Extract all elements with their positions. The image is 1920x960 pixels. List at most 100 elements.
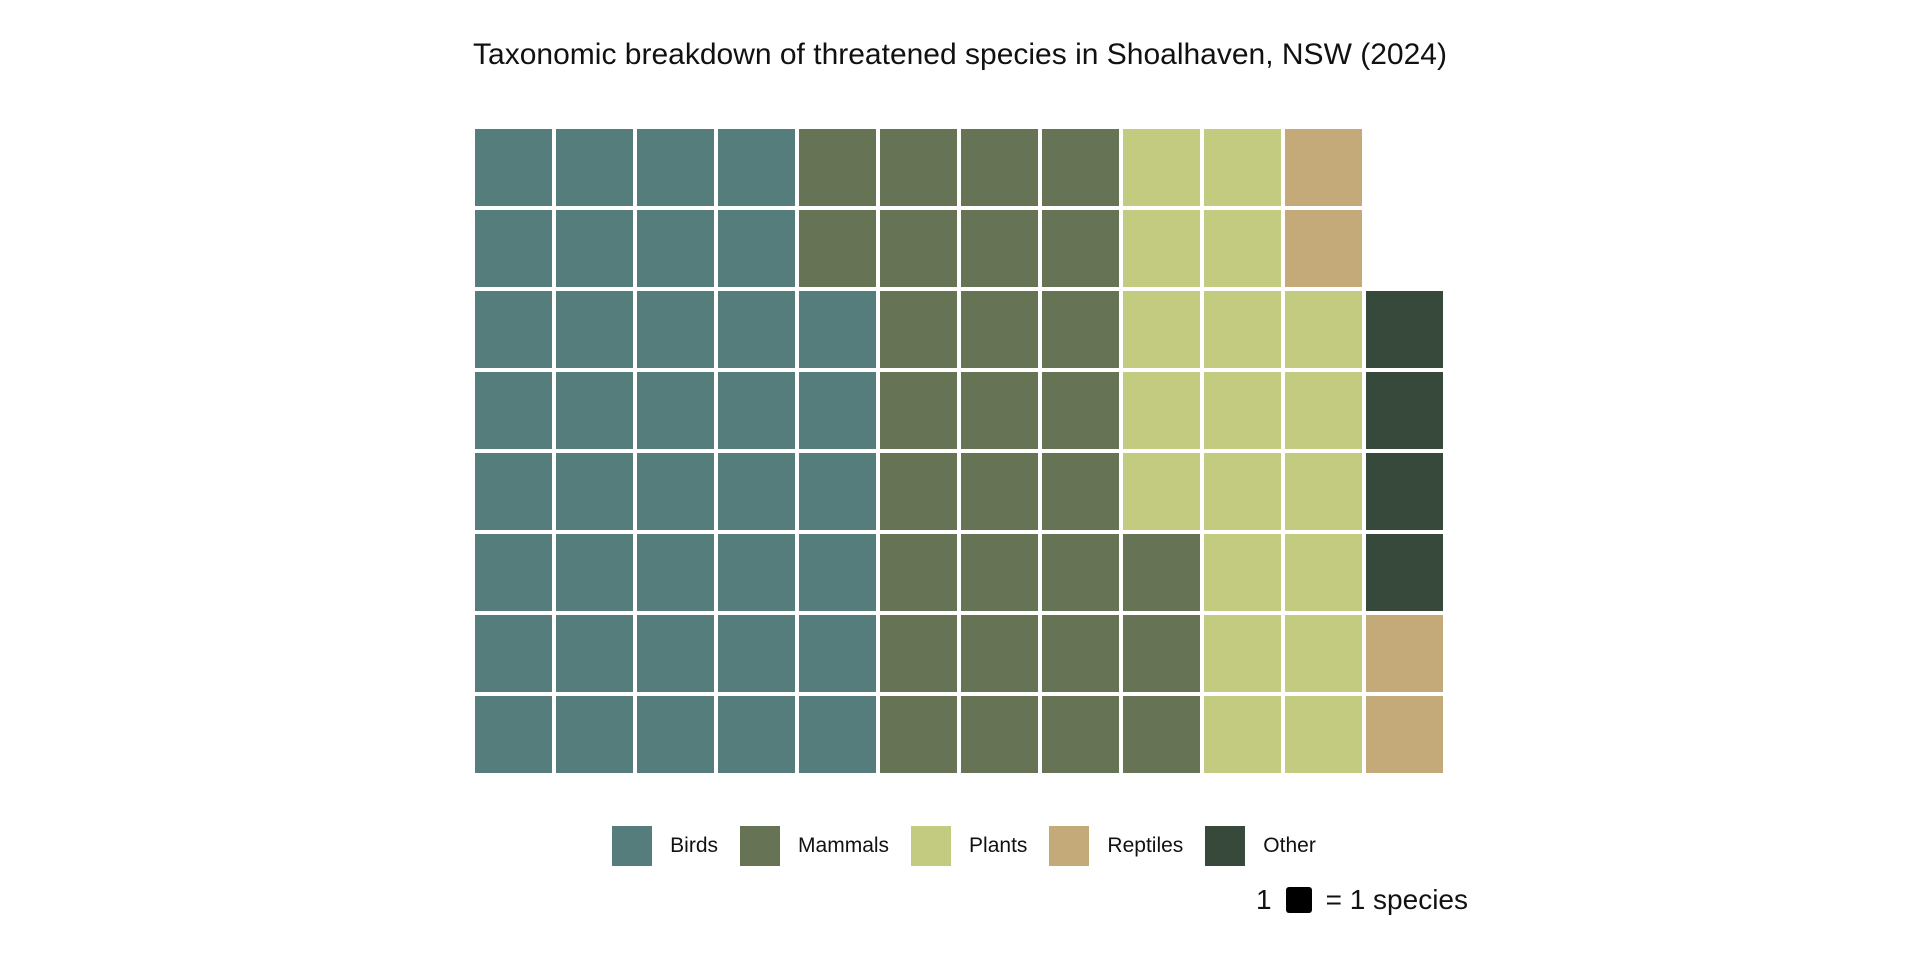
waffle-cell-birds — [556, 129, 633, 206]
waffle-cell-birds — [556, 453, 633, 530]
waffle-cell-mammals — [1123, 615, 1200, 692]
waffle-cell-birds — [637, 534, 714, 611]
waffle-cell-mammals — [880, 696, 957, 773]
waffle-cell-mammals — [1042, 696, 1119, 773]
waffle-cell-reptiles — [1366, 615, 1443, 692]
waffle-cell-plants — [1285, 696, 1362, 773]
waffle-cell-mammals — [1042, 291, 1119, 368]
waffle-cell-birds — [637, 210, 714, 287]
waffle-cell-other — [1366, 372, 1443, 449]
waffle-cell-birds — [799, 453, 876, 530]
waffle-cell-birds — [556, 372, 633, 449]
waffle-cell-birds — [475, 696, 552, 773]
waffle-cell-plants — [1123, 210, 1200, 287]
legend-label: Birds — [670, 834, 719, 857]
chart-title: Taxonomic breakdown of threatened specie… — [473, 38, 1447, 71]
waffle-cell-birds — [556, 210, 633, 287]
unit-label: = 1 species — [1325, 884, 1468, 915]
waffle-cell-plants — [1204, 534, 1281, 611]
waffle-cell-mammals — [1123, 696, 1200, 773]
unit-legend: 1 = 1 species — [1256, 884, 1468, 916]
waffle-cell-mammals — [880, 453, 957, 530]
legend: Birds Mammals Plants Reptiles Other — [0, 826, 1920, 866]
waffle-cell-mammals — [1042, 615, 1119, 692]
waffle-cell-plants — [1285, 534, 1362, 611]
legend-label: Plants — [969, 834, 1028, 857]
waffle-cell-birds — [556, 615, 633, 692]
waffle-cell-plants — [1204, 210, 1281, 287]
waffle-cell-mammals — [961, 534, 1038, 611]
legend-swatch — [1049, 826, 1090, 866]
waffle-cell-mammals — [1042, 534, 1119, 611]
waffle-cell-plants — [1204, 291, 1281, 368]
waffle-cell-birds — [475, 291, 552, 368]
waffle-cell-mammals — [880, 534, 957, 611]
waffle-cell-birds — [556, 291, 633, 368]
waffle-cell-reptiles — [1285, 210, 1362, 287]
waffle-cell-birds — [799, 372, 876, 449]
waffle-cell-plants — [1285, 291, 1362, 368]
waffle-cell-birds — [718, 210, 795, 287]
waffle-cell-plants — [1123, 453, 1200, 530]
waffle-cell-birds — [718, 129, 795, 206]
waffle-cell-birds — [637, 129, 714, 206]
waffle-cell-mammals — [961, 372, 1038, 449]
waffle-cell-plants — [1204, 372, 1281, 449]
waffle-cell-reptiles — [1285, 129, 1362, 206]
waffle-cell-plants — [1123, 129, 1200, 206]
legend-swatch — [740, 826, 781, 866]
legend-item-other: Other — [1205, 826, 1316, 866]
waffle-cell-plants — [1285, 615, 1362, 692]
waffle-cell-birds — [475, 129, 552, 206]
legend-item-mammals: Mammals — [740, 826, 889, 866]
waffle-cell-other — [1366, 291, 1443, 368]
waffle-cell-birds — [475, 372, 552, 449]
waffle-cell-plants — [1123, 372, 1200, 449]
waffle-cell-birds — [637, 615, 714, 692]
waffle-cell-mammals — [961, 291, 1038, 368]
unit-square-icon — [1285, 887, 1312, 913]
waffle-cell-birds — [475, 615, 552, 692]
waffle-cell-birds — [637, 372, 714, 449]
waffle-cell-mammals — [961, 453, 1038, 530]
legend-label: Reptiles — [1107, 834, 1184, 857]
waffle-cell-mammals — [961, 696, 1038, 773]
waffle-cell-plants — [1285, 453, 1362, 530]
waffle-cell-birds — [718, 291, 795, 368]
legend-swatch — [612, 826, 653, 866]
waffle-cell-plants — [1204, 696, 1281, 773]
waffle-cell-birds — [799, 615, 876, 692]
waffle-cell-mammals — [880, 372, 957, 449]
legend-swatch — [1205, 826, 1246, 866]
waffle-cell-birds — [475, 453, 552, 530]
waffle-cell-birds — [799, 291, 876, 368]
waffle-cell-birds — [718, 615, 795, 692]
waffle-cell-plants — [1204, 615, 1281, 692]
waffle-cell-birds — [799, 696, 876, 773]
waffle-cell-birds — [799, 534, 876, 611]
waffle-cell-plants — [1204, 453, 1281, 530]
legend-label: Mammals — [798, 834, 890, 857]
waffle-cell-plants — [1285, 372, 1362, 449]
waffle-cell-birds — [637, 291, 714, 368]
waffle-cell-mammals — [1123, 534, 1200, 611]
waffle-cell-other — [1366, 534, 1443, 611]
waffle-cell-other — [1366, 453, 1443, 530]
waffle-cell-mammals — [880, 210, 957, 287]
legend-item-plants: Plants — [911, 826, 1027, 866]
waffle-cell-birds — [718, 534, 795, 611]
waffle-cell-mammals — [799, 210, 876, 287]
waffle-cell-plants — [1204, 129, 1281, 206]
waffle-cell-mammals — [1042, 453, 1119, 530]
legend-item-reptiles: Reptiles — [1049, 826, 1183, 866]
legend-swatch — [911, 826, 952, 866]
waffle-cell-birds — [475, 534, 552, 611]
waffle-cell-mammals — [1042, 129, 1119, 206]
waffle-cell-mammals — [961, 615, 1038, 692]
waffle-cell-mammals — [799, 129, 876, 206]
waffle-cell-birds — [556, 534, 633, 611]
waffle-cell-mammals — [961, 210, 1038, 287]
unit-count: 1 — [1256, 884, 1272, 915]
legend-item-birds: Birds — [612, 826, 718, 866]
